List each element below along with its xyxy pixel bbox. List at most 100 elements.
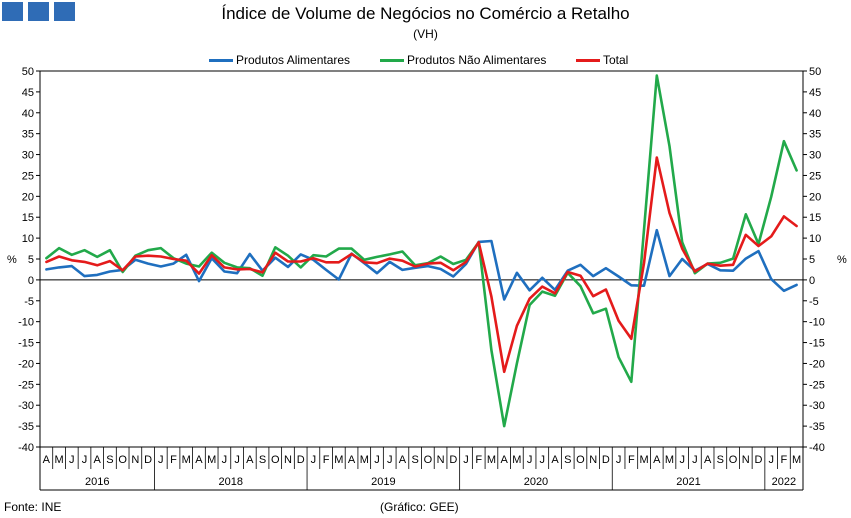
y-tick-label-right: 15: [809, 212, 821, 224]
y-tick-label-left: -35: [18, 421, 34, 433]
x-tick-label: S: [106, 454, 113, 466]
x-tick-label: A: [94, 454, 102, 466]
y-tick-label-right: -10: [809, 317, 825, 329]
x-tick-label: D: [602, 454, 610, 466]
x-tick-label: J: [387, 454, 393, 466]
y-tick-label-right: -5: [809, 296, 819, 308]
x-tick-label: N: [742, 454, 750, 466]
x-tick-label: F: [323, 454, 330, 466]
x-tick-label: N: [589, 454, 597, 466]
x-tick-label: F: [628, 454, 635, 466]
x-tick-label: O: [118, 454, 127, 466]
x-tick-label: D: [755, 454, 763, 466]
x-tick-label: M: [512, 454, 521, 466]
x-tick-label: N: [437, 454, 445, 466]
x-tick-label: O: [271, 454, 280, 466]
x-tick-label: D: [449, 454, 457, 466]
x-tick-label: M: [360, 454, 369, 466]
x-tick-label: A: [246, 454, 254, 466]
y-tick-label-right: -25: [809, 379, 825, 391]
chart-title: Índice de Volume de Negócios no Comércio…: [221, 4, 630, 23]
y-tick-label-left: 25: [22, 170, 34, 182]
y-tick-label-left: 40: [22, 108, 34, 120]
y-axis-label-left: %: [7, 254, 17, 266]
x-tick-label: M: [207, 454, 216, 466]
y-tick-label-left: -30: [18, 400, 34, 412]
x-tick-label: M: [54, 454, 63, 466]
y-tick-label-left: 45: [22, 87, 34, 99]
year-label: 2020: [524, 476, 548, 488]
x-tick-label: A: [653, 454, 661, 466]
y-tick-label-left: 5: [28, 254, 34, 266]
y-tick-label-right: -35: [809, 421, 825, 433]
x-tick-label: A: [195, 454, 203, 466]
x-tick-label: J: [463, 454, 469, 466]
x-tick-label: J: [158, 454, 164, 466]
y-tick-label-right: 35: [809, 129, 821, 141]
y-tick-label-right: 10: [809, 233, 821, 245]
x-tick-label: N: [284, 454, 292, 466]
logo: [2, 2, 75, 21]
x-tick-label: A: [43, 454, 51, 466]
year-label: 2018: [219, 476, 243, 488]
y-tick-label-left: 20: [22, 191, 34, 203]
legend-label-alimentares: Produtos Alimentares: [236, 53, 351, 67]
credit-note: (Gráfico: GEE): [380, 500, 459, 514]
x-tick-label: F: [475, 454, 482, 466]
source-note: Fonte: INE: [4, 500, 62, 514]
x-tick-label: A: [348, 454, 356, 466]
y-tick-label-left: 0: [28, 275, 34, 287]
x-tick-label: N: [131, 454, 139, 466]
logo-block: [54, 2, 75, 21]
x-tick-label: J: [616, 454, 622, 466]
x-tick-label: M: [792, 454, 801, 466]
y-tick-label-right: 30: [809, 150, 821, 162]
logo-block: [2, 2, 23, 21]
x-tick-label: D: [297, 454, 305, 466]
year-label: 2016: [85, 476, 109, 488]
x-tick-label: A: [399, 454, 407, 466]
y-tick-label-right: 5: [809, 254, 815, 266]
y-tick-label-left: 35: [22, 129, 34, 141]
legend-swatch-total: [576, 59, 600, 62]
y-tick-label-left: -15: [18, 338, 34, 350]
y-tick-label-left: 15: [22, 212, 34, 224]
x-tick-label: J: [69, 454, 75, 466]
y-tick-label-left: -5: [24, 296, 34, 308]
x-tick-label: J: [692, 454, 698, 466]
x-tick-label: M: [639, 454, 648, 466]
x-tick-label: J: [82, 454, 88, 466]
chart-subtitle: (VH): [413, 27, 438, 41]
x-tick-label: D: [144, 454, 152, 466]
y-tick-label-right: -20: [809, 358, 825, 370]
y-tick-label-right: 25: [809, 170, 821, 182]
y-tick-label-left: 30: [22, 150, 34, 162]
x-tick-label: J: [374, 454, 380, 466]
y-axis-label-right: %: [837, 254, 847, 266]
logo-block: [28, 2, 49, 21]
x-tick-label: M: [182, 454, 191, 466]
year-label: 2021: [676, 476, 700, 488]
y-tick-label-right: 40: [809, 108, 821, 120]
series-line-alimentares: [45, 228, 798, 301]
x-tick-label: F: [170, 454, 177, 466]
x-tick-label: F: [781, 454, 788, 466]
legend: Produtos Alimentares Produtos Não Alimen…: [0, 52, 851, 68]
x-tick-label: M: [665, 454, 674, 466]
y-tick-label-left: 10: [22, 233, 34, 245]
y-tick-label-right: 45: [809, 87, 821, 99]
x-tick-label: M: [487, 454, 496, 466]
x-tick-label: S: [411, 454, 418, 466]
legend-swatch-nao-alimentares: [380, 59, 404, 62]
x-tick-label: J: [679, 454, 685, 466]
series-line-total: [45, 156, 798, 374]
legend-label-total: Total: [603, 53, 629, 67]
x-tick-label: S: [717, 454, 724, 466]
x-tick-label: A: [500, 454, 508, 466]
y-tick-label-right: 20: [809, 191, 821, 203]
y-tick-label-right: -40: [809, 442, 825, 454]
y-tick-label-right: -30: [809, 400, 825, 412]
x-tick-label: A: [551, 454, 559, 466]
x-tick-label: M: [334, 454, 343, 466]
